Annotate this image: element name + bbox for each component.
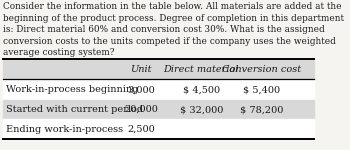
Text: Direct material: Direct material xyxy=(163,64,239,74)
Bar xyxy=(3,59,314,79)
Bar xyxy=(3,80,314,100)
Text: 20,000: 20,000 xyxy=(124,105,158,114)
Bar xyxy=(3,100,314,119)
Text: Started with current period: Started with current period xyxy=(6,105,144,114)
Text: $ 32,000: $ 32,000 xyxy=(180,105,223,114)
Text: 3,000: 3,000 xyxy=(127,85,155,94)
Text: Ending work-in-process: Ending work-in-process xyxy=(6,124,124,134)
Text: $ 78,200: $ 78,200 xyxy=(240,105,283,114)
Text: Unit: Unit xyxy=(130,64,152,74)
Text: $ 5,400: $ 5,400 xyxy=(243,85,280,94)
Text: Consider the information in the table below. All materials are added at the begi: Consider the information in the table be… xyxy=(3,2,344,57)
Text: Work-in-process beginning: Work-in-process beginning xyxy=(6,85,139,94)
Bar xyxy=(3,119,314,139)
Text: 2,500: 2,500 xyxy=(127,124,155,134)
Text: Conversion cost: Conversion cost xyxy=(222,64,301,74)
Text: $ 4,500: $ 4,500 xyxy=(183,85,220,94)
